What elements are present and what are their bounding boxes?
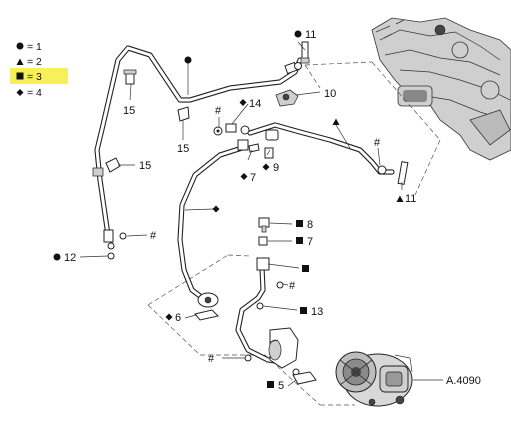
callout-8: 8 bbox=[307, 219, 313, 231]
legend-diamond-icon bbox=[16, 89, 24, 96]
legend-label-4: = 4 bbox=[27, 87, 42, 99]
callout-13-square-icon bbox=[300, 307, 307, 314]
callout-8-square-icon bbox=[296, 220, 303, 227]
hose-4-diamond-icon bbox=[212, 205, 220, 213]
legend-highlight bbox=[10, 68, 68, 84]
callout-hash-right: # bbox=[374, 137, 381, 149]
callout-hash-mid: # bbox=[289, 280, 296, 292]
callout-10: 10 bbox=[324, 88, 336, 100]
callout-14: 14 bbox=[249, 98, 261, 110]
legend-label-1: = 1 bbox=[27, 41, 42, 53]
hose-circle-1 bbox=[92, 45, 303, 250]
callout-5: 5 bbox=[278, 380, 284, 392]
callout-11-bottom-triangle-icon bbox=[396, 195, 404, 202]
callout-hash-top: # bbox=[215, 105, 222, 117]
callout-13: 13 bbox=[311, 306, 323, 318]
callout-5-square-icon bbox=[267, 381, 274, 388]
callout-hash-left: # bbox=[150, 230, 157, 242]
callout-12-circle-icon bbox=[53, 253, 61, 261]
callout-7-top: 7 bbox=[250, 172, 256, 184]
legend-label-2: = 2 bbox=[27, 56, 42, 68]
callouts: 11 10 14 # 15 15 15 # 9 7 11 # 12 bbox=[53, 29, 481, 392]
callout-6-diamond-icon bbox=[165, 313, 173, 321]
compressor-illustration bbox=[335, 351, 413, 407]
legend: = 1 = 2 = 3 = 4 bbox=[10, 41, 68, 99]
callout-15-c: 15 bbox=[139, 160, 151, 172]
callout-a4090: A.4090 bbox=[446, 375, 481, 387]
callout-6: 6 bbox=[175, 312, 181, 324]
callout-9: 9 bbox=[273, 162, 279, 174]
hose-triangle-2 bbox=[247, 122, 395, 175]
callout-11-bottom: 11 bbox=[405, 193, 416, 205]
callout-11-top: 11 bbox=[305, 29, 316, 41]
hose-2-triangle-icon bbox=[332, 118, 340, 125]
hose-3-square-icon bbox=[302, 265, 309, 272]
engine-illustration bbox=[371, 17, 511, 161]
legend-square-icon bbox=[16, 72, 24, 80]
callout-7-lower: 7 bbox=[307, 236, 313, 248]
small-parts bbox=[105, 41, 409, 385]
callout-12: 12 bbox=[64, 252, 76, 264]
legend-label-3: = 3 bbox=[27, 71, 42, 83]
callout-11-top-circle-icon bbox=[294, 30, 302, 38]
callout-15-a: 15 bbox=[123, 105, 135, 117]
callout-15-b: 15 bbox=[177, 143, 189, 155]
leader-lines bbox=[79, 41, 443, 387]
callout-9-diamond-icon bbox=[262, 163, 270, 171]
callout-hash-bottom: # bbox=[208, 353, 215, 365]
callout-7-lower-square-icon bbox=[296, 237, 303, 244]
legend-circle-icon bbox=[16, 42, 24, 50]
hose-1-circle-icon bbox=[184, 56, 192, 64]
callout-7-top-diamond-icon bbox=[240, 173, 248, 180]
hose-diamond-4 bbox=[177, 125, 250, 308]
hose-square-3 bbox=[235, 257, 300, 376]
callout-14-diamond-icon bbox=[239, 99, 247, 106]
legend-triangle-icon bbox=[16, 58, 24, 65]
